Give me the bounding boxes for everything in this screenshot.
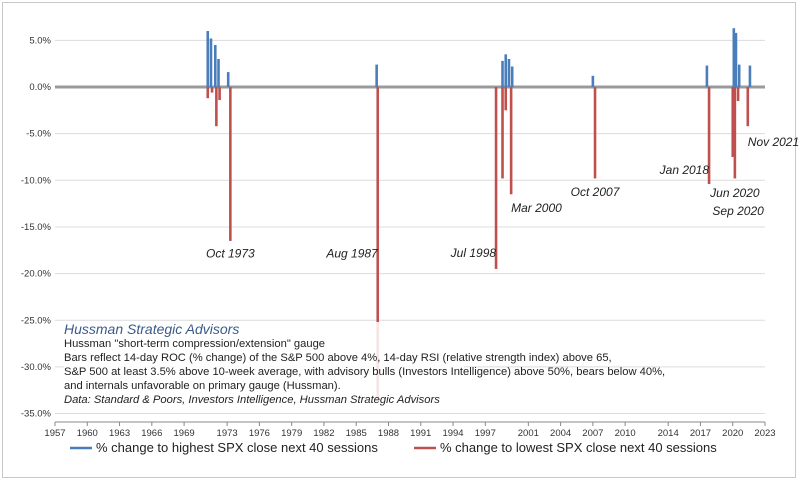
x-tick-label: 1994	[442, 428, 463, 439]
y-tick-label: -35.0%	[21, 409, 52, 420]
annotation-label: Jan 2018	[659, 163, 710, 177]
bar-highest	[510, 66, 514, 87]
annotation-label: Aug 1987	[325, 247, 379, 261]
bar-highest	[206, 31, 210, 87]
x-tick-label: 2010	[615, 428, 636, 439]
legend: % change to highest SPX close next 40 se…	[70, 440, 717, 455]
bar-lowest	[218, 87, 221, 101]
x-tick-label: 2007	[582, 428, 603, 439]
annotation-label: Jun 2020	[709, 186, 760, 200]
x-tick-label: 1966	[141, 428, 162, 439]
annotation-label: Oct 2007	[571, 185, 621, 199]
y-tick-label: -5.0%	[26, 129, 51, 140]
bar-lowest	[707, 87, 711, 185]
x-tick-label: 1997	[475, 428, 496, 439]
bar-highest	[226, 72, 230, 87]
legend-label: % change to lowest SPX close next 40 ses…	[440, 440, 717, 455]
notes-box: Hussman Strategic Advisors Hussman "shor…	[64, 321, 666, 407]
x-tick-label: 1982	[313, 428, 334, 439]
x-tick-label: 2017	[690, 428, 711, 439]
bar-lowest	[593, 87, 597, 179]
notes-line-2: Bars reflect 14-day ROC (% change) of th…	[64, 352, 612, 364]
x-tick-label: 1988	[378, 428, 399, 439]
y-tick-label: -30.0%	[21, 362, 52, 373]
bar-lowest	[494, 87, 498, 269]
bar-highest	[737, 64, 741, 87]
bar-highest	[213, 45, 217, 87]
y-axis-ticks: 5.0% 0.0% -5.0% -10.0% -15.0% -20.0% -25.0% -30…	[21, 35, 52, 419]
notes-line-3: S&P 500 at least 3.5% above 10-week aver…	[64, 366, 666, 378]
y-tick-label: 0.0%	[29, 82, 51, 93]
bar-highest	[705, 65, 709, 87]
x-tick-label: 2020	[722, 428, 743, 439]
x-tick-label: 2023	[754, 428, 775, 439]
annotation-label: Jul 1998	[450, 246, 497, 260]
bar-highest	[507, 59, 511, 87]
x-tick-label: 1985	[346, 428, 367, 439]
x-tick-label: 1957	[44, 428, 65, 439]
y-tick-label: -20.0%	[21, 269, 52, 280]
bar-lowest	[206, 87, 210, 99]
bar-lowest	[376, 87, 380, 400]
bar-highest	[734, 32, 738, 87]
bar-highest	[209, 38, 213, 87]
annotation-label: Oct 1973	[206, 247, 255, 261]
x-tick-label: 2014	[658, 428, 679, 439]
bar-highest	[217, 59, 220, 87]
bar-highest	[748, 65, 752, 87]
annotation-label: Nov 2021	[748, 135, 799, 149]
bar-highest	[375, 64, 378, 87]
y-tick-label: -15.0%	[21, 222, 52, 233]
bar-lowest	[746, 87, 750, 127]
annotation-label: Sep 2020	[712, 204, 764, 218]
bar-lowest	[509, 87, 513, 195]
annotation-label: Mar 2000	[511, 201, 562, 215]
bar-lowest	[229, 87, 232, 241]
y-tick-label: -25.0%	[21, 315, 52, 326]
bar-lowest	[504, 87, 508, 111]
x-tick-label: 1991	[410, 428, 431, 439]
bar-highest	[591, 75, 595, 87]
bar-lowest	[731, 87, 735, 157]
x-axis: 1957 1960 1963 1966 1969 1973 1976 1979 1982 1985…	[44, 421, 776, 439]
bar-lowest	[733, 87, 737, 179]
bars	[206, 28, 752, 400]
bar-lowest	[215, 87, 218, 127]
x-tick-label: 1960	[77, 428, 98, 439]
bar-lowest	[736, 87, 740, 101]
notes-line-1: Hussman "short-term compression/extensio…	[64, 338, 326, 350]
brand-title: Hussman Strategic Advisors	[64, 321, 240, 337]
x-tick-label: 2001	[518, 428, 539, 439]
gridlines	[55, 39, 765, 415]
y-tick-label: 5.0%	[29, 35, 51, 46]
y-tick-label: -10.0%	[21, 175, 52, 186]
x-tick-label: 1973	[217, 428, 238, 439]
x-tick-label: 1976	[249, 428, 270, 439]
bar-lowest	[501, 87, 504, 179]
annotations: Oct 1973 Aug 1987 Jul 1998 Mar 2000 Oct 2007…	[206, 135, 799, 261]
bar-highest	[732, 28, 736, 87]
legend-label: % change to highest SPX close next 40 se…	[96, 440, 378, 455]
bar-lowest	[210, 87, 214, 93]
notes-source: Data: Standard & Poors, Investors Intell…	[64, 394, 440, 406]
notes-line-4: and internals unfavorable on primary gau…	[64, 380, 341, 392]
x-tick-label: 1963	[109, 428, 130, 439]
x-tick-label: 2004	[550, 428, 571, 439]
x-tick-label: 1979	[281, 428, 302, 439]
x-tick-label: 1969	[174, 428, 195, 439]
bar-highest	[504, 54, 508, 87]
bar-highest	[501, 60, 504, 87]
